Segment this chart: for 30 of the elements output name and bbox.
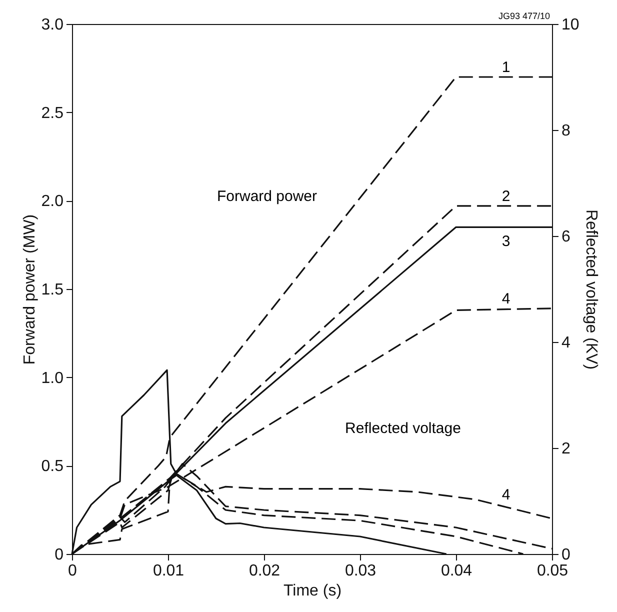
y-tick-label: 2.0 xyxy=(41,193,64,210)
x-tick-label: 0.04 xyxy=(440,562,472,580)
x-tick-label: 0 xyxy=(68,562,78,580)
series-label: 2 xyxy=(502,188,510,205)
x-tick-label: 0.01 xyxy=(152,562,184,580)
y-tick-label: 3.0 xyxy=(41,16,64,34)
y2-tick-label: 8 xyxy=(562,122,570,140)
y2-tick-label: 2 xyxy=(562,440,570,458)
x-tick-label: 0.02 xyxy=(248,562,280,580)
y-tick-label: 2.5 xyxy=(41,104,64,122)
series-label: 4 xyxy=(502,290,510,308)
y-tick-label: 1.0 xyxy=(41,370,64,387)
y-tick-label: 0.5 xyxy=(41,458,64,476)
x-axis-title: Time (s) xyxy=(283,582,342,600)
x-tick-label: 0.03 xyxy=(344,562,376,580)
y2-tick-label: 10 xyxy=(562,16,580,34)
y2-tick-label: 0 xyxy=(562,546,570,564)
y2-tick-label: 4 xyxy=(562,334,570,352)
annotation: Reflected voltage xyxy=(345,420,461,437)
series-label: 1 xyxy=(502,59,510,76)
y-tick-label: 1.5 xyxy=(41,282,64,298)
y2-axis-title: Reflected voltage (KV) xyxy=(582,209,600,370)
y-tick-label: 0 xyxy=(54,546,64,564)
y2-tick-label: 6 xyxy=(562,228,570,246)
x-tick-label: 0.05 xyxy=(536,562,568,580)
y-axis-title: Forward power (MW) xyxy=(21,214,38,365)
series-label: 4 xyxy=(502,486,510,504)
series-label: 3 xyxy=(502,233,510,250)
text: JG93 477/10 xyxy=(498,11,550,21)
annotation: Forward power xyxy=(216,188,318,205)
